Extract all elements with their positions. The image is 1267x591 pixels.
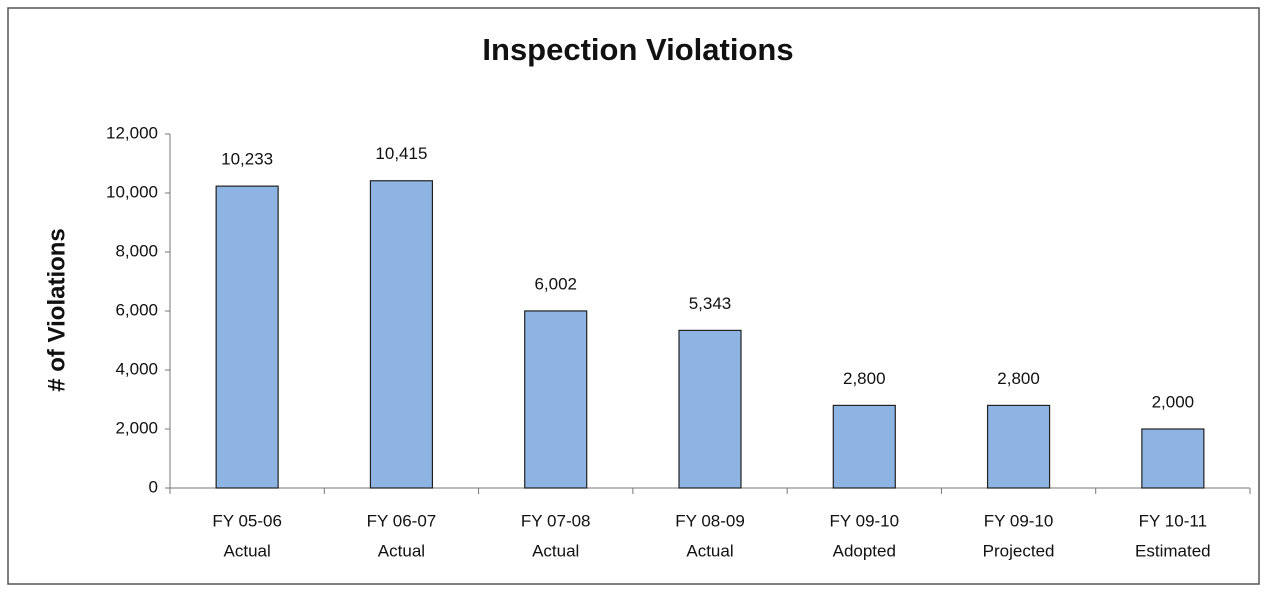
data-label: 10,415	[375, 144, 427, 163]
chart-title: Inspection Violations	[482, 32, 793, 67]
y-tick-label: 4,000	[115, 359, 158, 378]
bar	[215, 185, 279, 489]
bar	[986, 404, 1051, 489]
bar	[678, 329, 742, 489]
x-tick-label: FY 09-10	[829, 511, 899, 530]
y-tick-label: 8,000	[115, 241, 158, 260]
y-tick-label: 12,000	[106, 123, 158, 142]
x-tick-label: FY 06-07	[367, 511, 437, 530]
data-label: 2,800	[997, 369, 1040, 388]
x-tick-label: FY 05-06	[212, 511, 282, 530]
bar	[832, 404, 896, 489]
x-tick-label: FY 08-09	[675, 511, 745, 530]
x-tick-label: FY 07-08	[521, 511, 591, 530]
y-tick-label: 6,000	[115, 300, 158, 319]
x-tick-label: Actual	[686, 541, 733, 560]
y-tick-label: 0	[149, 477, 158, 496]
x-tick-label: Projected	[983, 541, 1055, 560]
x-tick-label: Actual	[224, 541, 271, 560]
x-tick-label: FY 09-10	[984, 511, 1054, 530]
y-tick-label: 10,000	[106, 182, 158, 201]
x-tick-label: FY 10-11	[1139, 511, 1207, 530]
data-label: 10,233	[221, 150, 273, 169]
data-label: 2,000	[1152, 392, 1195, 411]
y-tick-label: 2,000	[115, 418, 158, 437]
bar	[1141, 428, 1205, 489]
x-tick-label: Adopted	[833, 541, 896, 560]
data-label: 6,002	[534, 274, 577, 293]
data-label: 5,343	[689, 294, 732, 313]
chart-frame	[7, 7, 1260, 585]
data-label: 2,800	[843, 369, 886, 388]
x-tick-label: Estimated	[1135, 541, 1211, 560]
bar	[369, 180, 434, 489]
x-tick-label: Actual	[378, 541, 425, 560]
bar	[524, 310, 588, 489]
x-tick-label: Actual	[532, 541, 579, 560]
y-axis-label: # of Violations	[43, 228, 70, 392]
